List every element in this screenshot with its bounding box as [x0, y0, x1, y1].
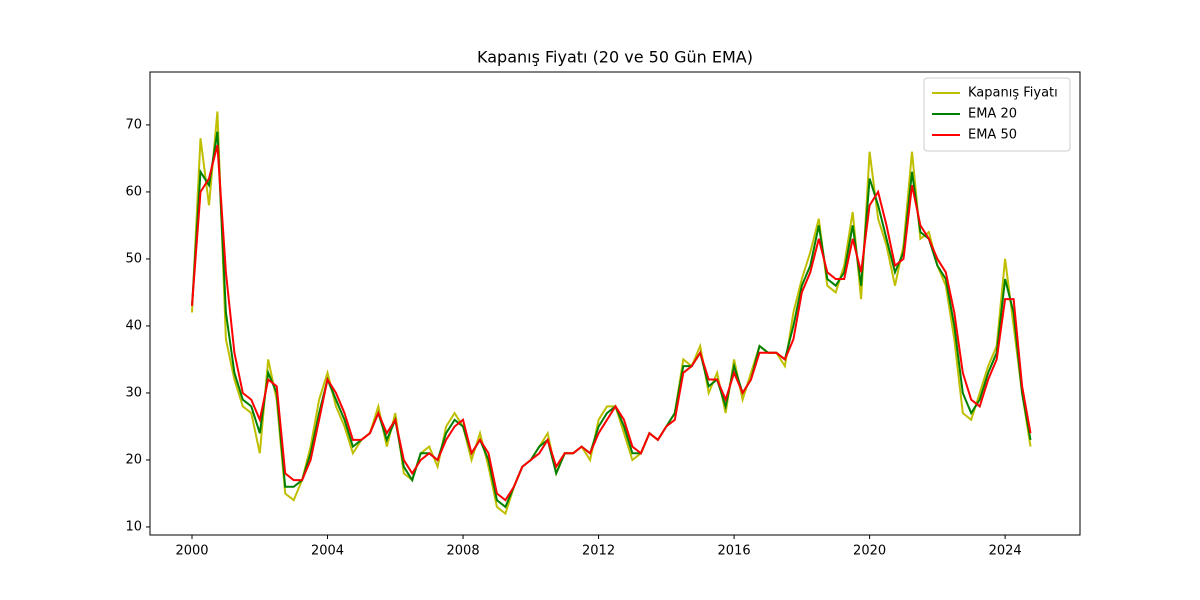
legend-box [923, 77, 1071, 152]
series-line [191, 144, 1032, 502]
x-tick-label: 2020 [853, 544, 886, 559]
legend-label: Kapanış Fiyatı [968, 86, 1058, 101]
x-tick-label: 2024 [989, 544, 1022, 559]
x-tick-label: 2008 [447, 544, 480, 559]
plot-frame [149, 71, 1081, 536]
y-tick-label: 60 [125, 184, 142, 199]
x-tick-label: 2012 [582, 544, 615, 559]
chart-title: Kapanış Fiyatı (20 ve 50 Gün EMA) [477, 48, 753, 67]
legend-label: EMA 20 [968, 107, 1017, 122]
y-tick-label: 30 [125, 385, 142, 400]
series-line [191, 131, 1032, 509]
y-tick-label: 10 [125, 519, 142, 534]
x-tick-label: 2000 [175, 544, 208, 559]
x-tick-label: 2016 [718, 544, 751, 559]
legend-label: EMA 50 [968, 128, 1017, 143]
y-tick-label: 40 [125, 318, 142, 333]
series-line [191, 111, 1032, 516]
y-tick-label: 70 [125, 117, 142, 132]
y-tick-label: 50 [125, 251, 142, 266]
x-tick-label: 2004 [311, 544, 344, 559]
y-tick-label: 20 [125, 452, 142, 467]
